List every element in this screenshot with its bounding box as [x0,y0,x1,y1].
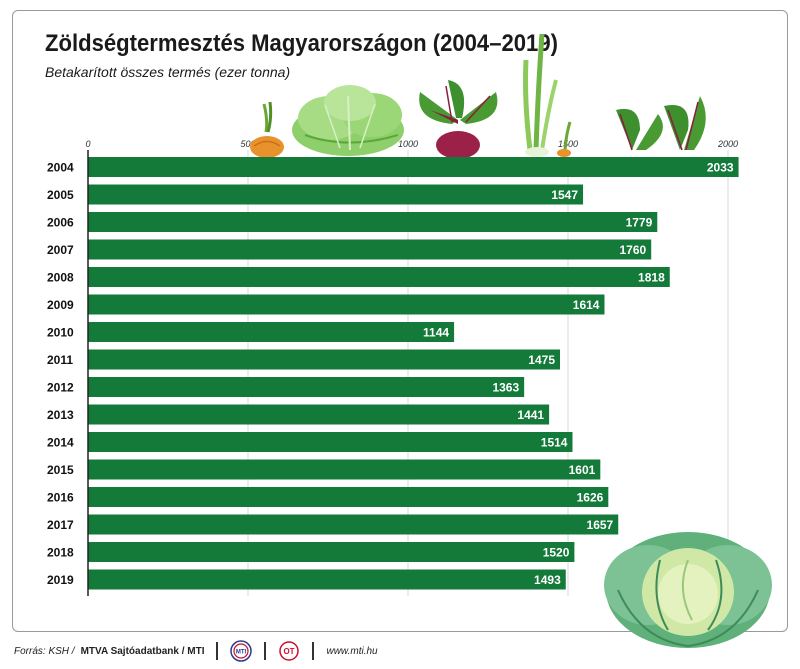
data-label: 1626 [577,491,604,505]
category-label: 2015 [47,463,74,477]
data-label: 1614 [573,298,600,312]
bar-2010 [88,322,455,342]
bar-2019 [88,569,566,590]
category-label: 2007 [47,243,74,257]
footer-divider [312,642,315,660]
bar-2016 [88,487,609,507]
bar-2012 [88,377,525,397]
lettuce-icon [292,85,404,156]
bar-2014 [88,432,573,452]
data-label: 1475 [528,353,555,367]
mti-logo-icon: MTI [230,640,253,662]
category-label: 2017 [47,518,74,532]
data-label: 1779 [626,216,653,230]
category-label: 2008 [47,271,74,285]
logo-mti-text: MTI [236,650,247,656]
category-label: 2010 [47,326,74,340]
bar-2017 [88,514,619,535]
bar-2005 [88,184,584,205]
onion-icon [250,101,284,158]
category-label: 2018 [47,546,74,560]
data-label: 1818 [638,271,665,285]
data-label: 1547 [551,188,578,202]
category-label: 2011 [47,353,73,367]
carrot-sprout-icon [557,121,572,157]
source-label: Forrás: KSH / [14,645,75,657]
data-label: 2033 [707,161,734,175]
footer-divider [216,642,219,660]
bar-2013 [88,404,550,425]
category-label: 2012 [47,381,74,395]
footer-divider [264,642,267,660]
category-label: 2004 [47,161,74,175]
chart-frame [12,10,788,632]
data-label: 1493 [534,573,561,587]
bar-2007 [88,239,652,260]
data-label: 1514 [541,436,568,450]
cabbage-icon [604,532,772,648]
category-label: 2016 [47,491,74,505]
bar-2011 [88,349,560,370]
credit-label: MTVA Sajtóadatbank / MTI [80,645,205,657]
category-label: 2013 [47,408,74,422]
bar-2015 [88,459,601,480]
data-labels: 2033 1547 1779 1760 1818 1614 1144 1475 1363 1441… [423,161,734,588]
category-label: 2005 [47,188,74,202]
green-onion-icon [523,33,558,157]
x-tick-label: 0 [85,139,90,149]
x-tick-label: 1000 [398,139,418,149]
footer: Forrás: KSH / MTVA Sajtóadatbank / MTI M… [14,640,378,662]
category-label: 2009 [47,298,74,312]
x-tick-label: 500 [240,139,255,149]
chart-subtitle: Betakarított összes termés (ezer tonna) [45,64,291,80]
chart-title: Zöldségtermesztés Magyarországon (2004–2… [45,30,558,57]
x-tick-labels: 0 500 1000 1500 2000 [85,139,738,149]
category-label: 2014 [47,436,74,450]
data-label: 1520 [543,546,570,560]
ot-logo-icon: OT [279,641,300,661]
data-label: 1441 [517,408,544,422]
logo-ot-text: OT [284,647,295,656]
data-label: 1363 [492,381,519,395]
category-label: 2006 [47,216,74,230]
bars [88,157,739,590]
x-tick-label: 1500 [558,139,578,149]
y-category-labels: 2004 2005 2006 2007 2008 2009 2010 2011 2012 2013… [47,161,74,588]
bar-2018 [88,542,575,562]
beetroot-icon [419,80,498,167]
x-tick-label: 2000 [717,139,738,149]
beet-leaves-icon [616,96,706,151]
data-label: 1657 [587,518,614,532]
bar-2008 [88,267,670,287]
bar-2004 [88,157,739,177]
category-label: 2019 [47,573,74,587]
data-label: 1601 [569,463,596,477]
bar-2006 [88,212,658,232]
data-label: 1760 [619,243,646,257]
data-label: 1144 [423,326,449,340]
bar-2009 [88,294,605,315]
source-url: www.mti.hu [326,645,378,657]
